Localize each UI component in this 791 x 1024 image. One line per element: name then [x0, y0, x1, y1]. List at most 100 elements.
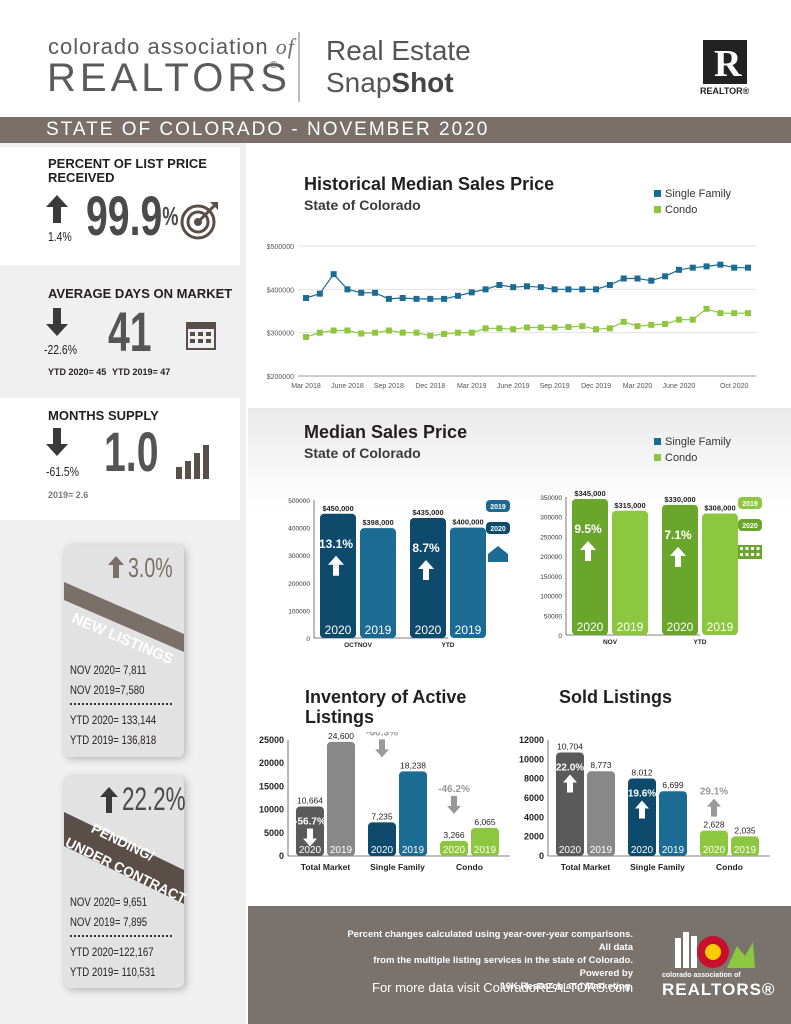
- bar-2020: [320, 513, 356, 638]
- footer-logo-prefix: colorado association of: [662, 972, 741, 979]
- bar-value-label: 18,238: [400, 760, 426, 770]
- bar-year-label: 2020: [371, 845, 394, 856]
- target-icon: [180, 200, 220, 240]
- dom-title: AVERAGE DAYS ON MARKET: [48, 286, 233, 301]
- x-tick-label: Mar 2020: [623, 383, 653, 390]
- divider: [70, 935, 172, 937]
- arrow-down-icon: [46, 308, 68, 336]
- bar-year-label: 2020: [443, 845, 466, 856]
- bar-2019: [731, 836, 759, 856]
- x-tick-label: Sep 2019: [540, 383, 570, 390]
- single-family-price-chart: 0 100000 200000 300000 400000 500000 $450,000 2…: [288, 498, 510, 649]
- bar-2019: [360, 528, 396, 638]
- data-point: [745, 264, 751, 271]
- building-window: [740, 547, 743, 550]
- x-tick-label: June 2019: [497, 383, 530, 390]
- y-tick-label: 200000: [288, 581, 310, 588]
- banner-text: STATE OF COLORADO - NOVEMBER 2020: [46, 119, 490, 140]
- data-point: [496, 325, 503, 332]
- group-label: NOV: [603, 639, 618, 646]
- bar-value-label: $450,000: [322, 504, 353, 513]
- dom-ytd-2019: YTD 2019= 47: [112, 367, 171, 377]
- data-point: [399, 329, 406, 336]
- bar-year-label: 2019: [617, 620, 644, 634]
- change-label: -60.3%: [366, 732, 398, 738]
- y-tick-label: 25000: [259, 735, 284, 745]
- bar-year-label: 2020: [299, 845, 322, 856]
- list-price-title: PERCENT OF LIST PRICE RECEIVED: [48, 156, 207, 185]
- data-point: [579, 286, 586, 293]
- data-point: [524, 324, 530, 331]
- arrow-up-icon: [418, 559, 434, 580]
- data-point: [344, 327, 351, 334]
- historical-chart-subtitle: State of Colorado: [304, 197, 421, 213]
- footer-website-link[interactable]: For more data visit ColoradoREALTORS.com: [372, 980, 634, 995]
- footer: [248, 906, 791, 1024]
- bar-2020: [700, 830, 728, 856]
- arrow-down-icon: [447, 795, 461, 814]
- data-point: [468, 329, 475, 336]
- title-banner: [0, 117, 791, 143]
- pending-ytd2020: YTD 2020=122,167: [70, 945, 154, 959]
- data-point: [358, 289, 365, 296]
- bar-year-label: 2020: [667, 620, 694, 634]
- data-point: [745, 310, 751, 317]
- data-point: [620, 275, 627, 282]
- y-tick-label: $300000: [267, 331, 294, 338]
- arrow-down-icon: [375, 739, 389, 758]
- building-window: [756, 553, 760, 556]
- change-label: 13.1%: [319, 537, 353, 551]
- data-point: [662, 321, 669, 327]
- data-point: [717, 261, 724, 268]
- data-point: [565, 324, 572, 331]
- data-point: [344, 286, 351, 293]
- arrow-up-icon: [580, 540, 596, 561]
- bar-chart-icon: [176, 443, 212, 479]
- data-point: [537, 324, 544, 331]
- group-label: Total Market: [561, 862, 611, 872]
- bar-2019: [399, 771, 427, 856]
- data-point: [675, 266, 682, 273]
- data-point: [316, 290, 323, 297]
- bar-value-label: $345,000: [574, 489, 605, 498]
- change-label: 29.1%: [700, 787, 728, 798]
- x-tick-label: Mar 2018: [291, 383, 321, 390]
- x-tick-label: Dec 2018: [415, 383, 445, 390]
- median-price-title: Median Sales Price: [304, 422, 468, 442]
- inventory-title: Inventory of Active Listings: [305, 687, 467, 727]
- data-point: [372, 289, 379, 296]
- bar-year-label: 2020: [325, 623, 352, 637]
- y-tick-label: 0: [539, 851, 544, 861]
- bar-2020: [368, 822, 396, 856]
- year-badge: [738, 497, 762, 509]
- bar-2020: [556, 752, 584, 856]
- data-point: [372, 329, 379, 336]
- y-tick-label: 500000: [288, 498, 310, 505]
- bar-year-label: 2020: [415, 623, 442, 637]
- group-label: Single Family: [630, 862, 685, 872]
- data-point: [399, 295, 406, 301]
- bar-2020: [662, 504, 698, 635]
- y-tick-label: 150000: [540, 574, 562, 581]
- y-tick-label: 15000: [259, 781, 284, 791]
- data-point: [454, 292, 461, 299]
- change-label: 22.0%: [556, 763, 584, 774]
- inventory-bar-chart: 0 5000 10000 15000 20000 25000 10,664 2020 24,60…: [259, 732, 510, 872]
- data-point: [634, 323, 641, 330]
- bar-year-label: 2019: [474, 845, 497, 856]
- y-tick-label: 10000: [259, 805, 284, 815]
- y-tick-label: $400000: [267, 287, 294, 294]
- y-tick-label: 350000: [540, 495, 562, 502]
- bar-value-label: 3,266: [443, 830, 465, 840]
- data-point: [496, 282, 503, 288]
- bar-value-label: 10,664: [297, 796, 323, 806]
- arrow-down-icon: [46, 428, 68, 456]
- y-tick-label: 100000: [288, 608, 310, 615]
- legend-condo: Condo: [654, 204, 697, 216]
- legend-single-family: Single Family: [654, 188, 731, 200]
- footer-disclaimer: Percent changes calculated using year-ov…: [347, 929, 633, 992]
- data-point: [648, 277, 655, 284]
- data-point: [330, 271, 337, 278]
- change-label: 9.5%: [574, 522, 602, 536]
- product-title-line1: Real Estate: [326, 35, 471, 66]
